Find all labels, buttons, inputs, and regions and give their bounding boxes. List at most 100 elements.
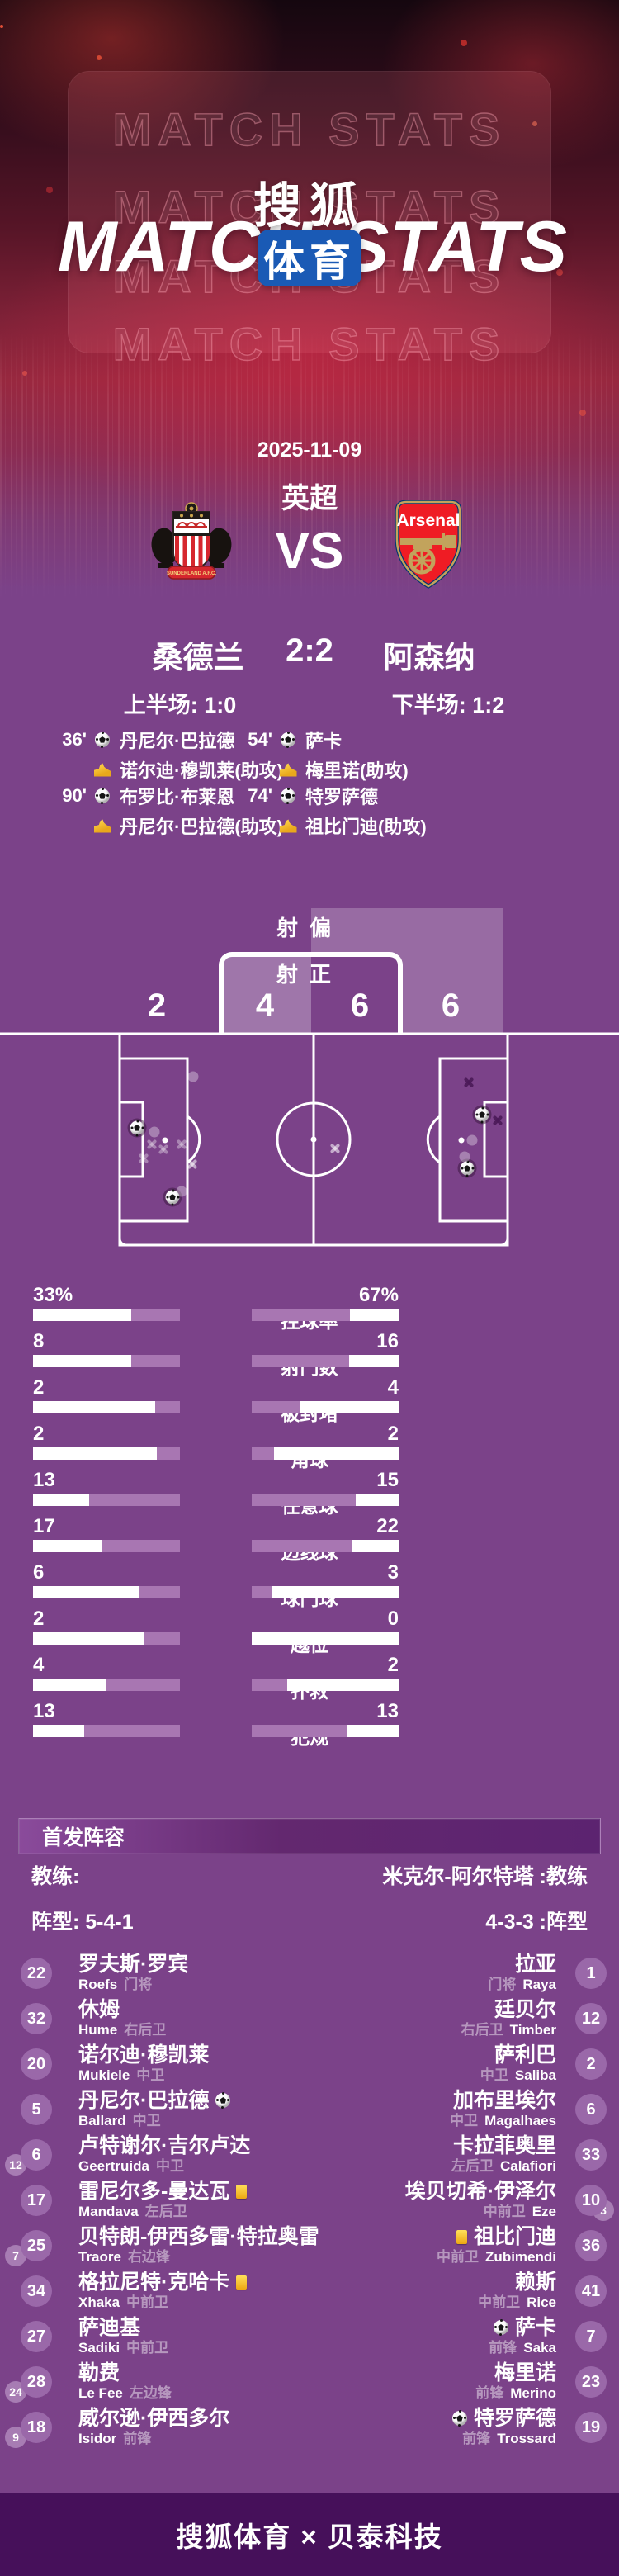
away-coach: 米克尔-阿尔特塔 :教练 — [382, 1865, 588, 1888]
away-shirt-number: 19 — [575, 2412, 607, 2443]
home-stat-value: 13 — [33, 1700, 55, 1722]
cannon — [400, 533, 456, 575]
home-shots-on-count: 4 — [255, 987, 275, 1024]
goal-ball-icon — [215, 2093, 231, 2108]
shots-on-label: 射正 — [276, 962, 343, 987]
pitch-marker-x-light — [146, 1139, 158, 1150]
goal-ball-icon — [95, 788, 110, 803]
vs-label: VS — [275, 523, 344, 580]
away-player-name: 萨卡 — [514, 2316, 556, 2339]
home-player-name: 贝特朗-伊西多雷·特拉奥雷 — [78, 2225, 319, 2248]
pitch-marker-dot — [176, 1186, 187, 1197]
second-half-score: 下半场: 1:2 — [391, 693, 505, 717]
crest-banner — [167, 566, 216, 580]
home-team-crest: SUNDERLAND A.F.C. — [149, 500, 234, 589]
first-half-score: 上半场: 1:0 — [123, 693, 237, 717]
home-stat-value: 4 — [33, 1654, 45, 1676]
home-sub-number: 24 — [5, 2381, 26, 2403]
away-stat-value: 4 — [387, 1376, 399, 1399]
away-player-name: 特罗萨德 — [473, 2407, 556, 2430]
pitch-marker-dot — [187, 1071, 199, 1082]
lineup-row: 5 丹尼尔·巴拉德 Ballard 中卫 加布里埃尔 中卫 Magalhaes 6 — [0, 2087, 619, 2133]
shield-gold-edge — [395, 500, 461, 588]
goal-ball-icon — [281, 732, 295, 747]
away-shirt-number: 1 — [575, 1958, 607, 1989]
hero-glass-panel — [68, 71, 551, 353]
lineup-row: 32 休姆 Hume 右后卫 廷贝尔 右后卫 Timber 12 — [0, 1996, 619, 2042]
lineup-row: 24 28 勒费 Le Fee 左边锋 梅里诺 前锋 Merino 23 — [0, 2360, 619, 2405]
away-stat-value: 15 — [376, 1469, 399, 1491]
light-streaks — [0, 330, 619, 603]
pitch-marker-x-mid — [329, 1143, 341, 1154]
home-shirt-number: 28 — [21, 2366, 52, 2398]
lion-right — [207, 528, 232, 568]
event-player: 布罗比·布莱恩 — [120, 787, 235, 807]
home-shirt-number: 34 — [21, 2275, 52, 2307]
goal-event: 54' 萨卡 — [238, 728, 342, 751]
shots-off-label: 射偏 — [276, 916, 343, 940]
page-title-stats: STATS — [341, 207, 568, 286]
league-name: 英超 — [281, 483, 338, 514]
hero-section: MATCH STATS MATCH STATS MATCH STATS MATC… — [0, 0, 619, 636]
lion-left — [151, 528, 176, 568]
watermark-text: MATCH STATS — [112, 102, 507, 155]
away-stat-value: 67% — [358, 1284, 399, 1306]
coach-line: 教练: 米克尔-阿尔特塔 :教练 — [31, 1860, 588, 1890]
away-player-name: 祖比门迪 — [473, 2225, 556, 2248]
event-player: 祖比门迪(助攻) — [305, 817, 427, 837]
assist-event: 梅里诺(助攻) — [238, 758, 409, 781]
sohu-logo-text: 搜狐 — [253, 179, 366, 233]
assist-event: 诺尔迪·穆凯莱(助攻) — [52, 758, 283, 781]
stadium-background — [0, 0, 619, 636]
match-date: 2025-11-09 — [257, 438, 362, 462]
home-player-name: 雷尼尔多-曼达瓦 — [78, 2180, 230, 2203]
home-stat-value: 13 — [33, 1469, 55, 1491]
goal-ball-icon — [281, 788, 295, 803]
crest-banner-text: SUNDERLAND A.F.C. — [167, 571, 216, 576]
away-shirt-number: 6 — [575, 2094, 607, 2125]
goal-ball-icon — [451, 2411, 467, 2426]
yellow-card-icon — [236, 2184, 248, 2199]
away-stat-value: 2 — [387, 1654, 399, 1676]
lineup-row: 34 格拉尼特·克哈卡 Xhaka 中前卫 赖斯 中前卫 Rice 41 — [0, 2269, 619, 2314]
goal-ball-icon — [95, 732, 110, 747]
watermark-text: MATCH STATS — [112, 317, 507, 370]
pitch-marker-ball — [165, 1190, 180, 1205]
home-shirt-number: 6 — [21, 2139, 52, 2171]
home-stat-value: 2 — [33, 1423, 45, 1445]
event-player: 萨卡 — [305, 731, 343, 751]
arsenal-wordmark: Arsenal — [396, 511, 460, 530]
away-player-name: 加布里埃尔 — [452, 2089, 556, 2112]
away-stat-value: 16 — [376, 1330, 399, 1352]
footer-banner: 搜狐体育 × 贝泰科技 — [0, 2493, 619, 2576]
home-shirt-number: 17 — [21, 2185, 52, 2216]
final-score: 2:2 — [286, 632, 333, 669]
away-player-name: 梅里诺 — [494, 2361, 556, 2384]
away-player-name: 廷贝尔 — [494, 1998, 556, 2021]
away-stat-value: 13 — [376, 1700, 399, 1722]
home-stat-value: 6 — [33, 1561, 45, 1584]
event-player: 特罗萨德 — [305, 787, 379, 807]
away-stat-value: 0 — [387, 1608, 399, 1630]
formation-line: 阵型: 5-4-1 4-3-3 :阵型 — [31, 1906, 588, 1935]
home-player-name: 丹尼尔·巴拉德 — [78, 2089, 210, 2112]
pitch-marker-ball — [130, 1120, 144, 1135]
goal-event: 74' 特罗萨德 — [238, 784, 378, 807]
event-time: 90' — [62, 785, 87, 806]
assist-event: 祖比门迪(助攻) — [238, 814, 427, 837]
away-shirt-number: 7 — [575, 2321, 607, 2352]
yellow-card-icon — [236, 2275, 248, 2290]
shots-on-target-overlay — [224, 957, 311, 1035]
pitch-marker-x-dark — [492, 1115, 503, 1126]
home-player-name: 威尔逊·伊西多尔 — [78, 2407, 230, 2430]
home-stat-value: 2 — [33, 1376, 45, 1399]
goal-shape — [219, 952, 403, 1035]
away-player-name: 埃贝切希·伊泽尔 — [404, 2180, 556, 2203]
home-player-name: 罗夫斯·罗宾 — [78, 1953, 189, 1976]
away-stat-value: 22 — [376, 1515, 399, 1537]
pitch-marker-x-mid — [187, 1158, 198, 1170]
watermark-text: MATCH STATS — [112, 180, 507, 233]
away-shirt-number: 36 — [575, 2230, 607, 2261]
assist-boot-icon — [279, 819, 297, 833]
